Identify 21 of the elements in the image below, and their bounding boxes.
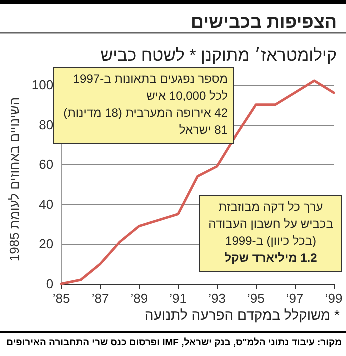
y-tick-label: 100 [32,77,54,92]
chart-title: הצפיפות בכבישים [191,12,338,32]
chart-subtitle: קילומטראז׳ מתוקנן * לשטח כביש [100,46,338,65]
annotation: מספר נפגעים בתאונות ב-1997 לכל 10,000 איש 42 אירופה המערבית (18 מדינות) 81 ישראל [64,72,228,137]
y-tick-label: 20 [39,236,54,252]
y-tick-label: 60 [39,157,54,172]
x-tick-label: ’91 [170,291,188,306]
y-tick-label: 40 [39,196,54,212]
text: מקור: עיבוד נתוני הלמ"ס, בנק ישראל, IMF ופרסום כנס שרי התחבורה האירופים [6,338,342,348]
annotation: ערך כל דקה מבוזבזת בכביש על חשבון העבודה (בכל כיוון) ב-1999 1.2 מיליארד שקל [208,200,334,265]
y-axis-title: השינויים באחוזים לעומת 1985 [7,97,22,262]
x-tick-label: ’89 [130,291,148,306]
x-tick-label: ’97 [286,291,304,306]
x-tick-label: ’93 [208,291,226,306]
text: * משוקלל במקדם הפרעה לתנועה [144,307,341,323]
x-tick-label: ’87 [92,291,110,306]
x-tick-label: ’99 [325,291,343,306]
y-tick-label: 80 [39,117,54,132]
x-tick-label: ’95 [247,291,265,306]
x-tick-label: ’85 [52,291,70,306]
y-tick-label: 0 [46,276,54,292]
